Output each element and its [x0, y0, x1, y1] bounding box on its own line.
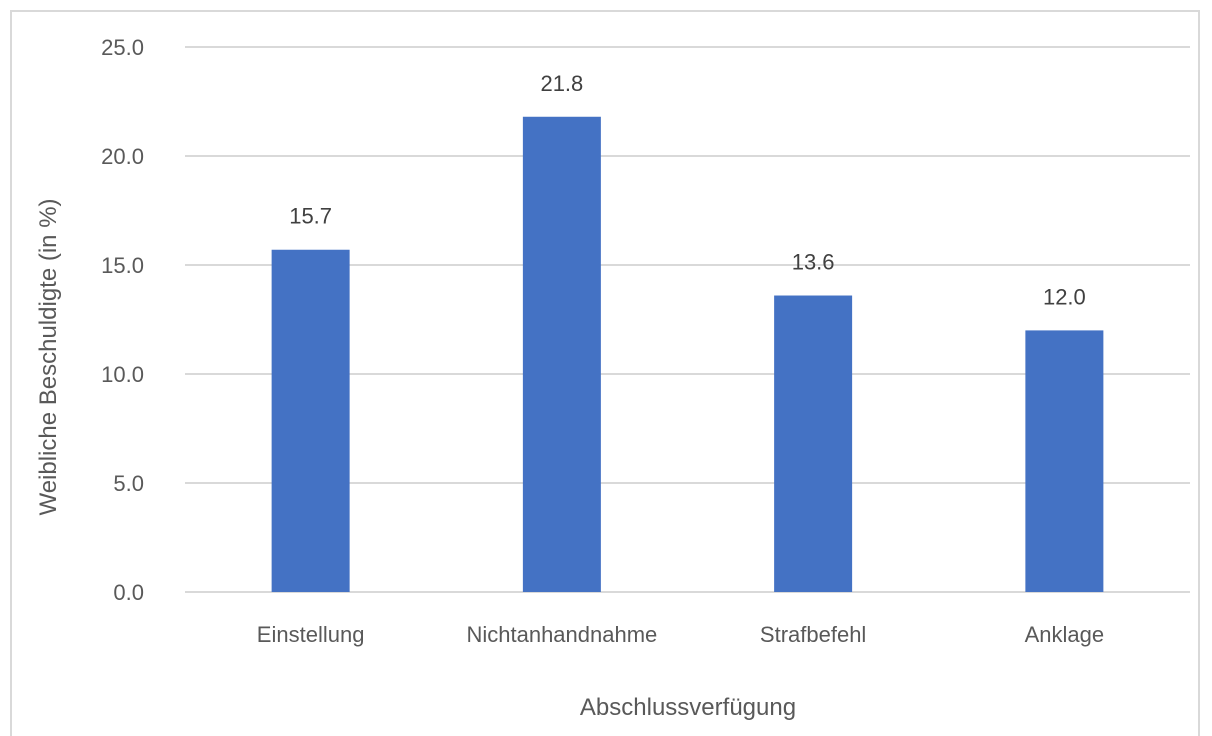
y-tick-label: 20.0: [101, 144, 144, 169]
x-axis-title: Abschlussverfügung: [580, 694, 796, 721]
x-tick-label: Anklage: [1025, 622, 1105, 647]
y-tick-label: 15.0: [101, 253, 144, 278]
y-tick-label: 0.0: [113, 580, 144, 605]
data-label: 15.7: [289, 204, 332, 229]
bar-anklage: [1025, 330, 1104, 592]
chart-frame: [10, 10, 1200, 736]
data-label: 12.0: [1043, 284, 1086, 309]
bar-nichtanhandnahme: [522, 116, 601, 592]
gridlines: [185, 46, 1190, 593]
x-tick-label: Nichtanhandnahme: [466, 622, 657, 647]
y-tick-label: 25.0: [101, 35, 144, 60]
data-label: 21.8: [540, 71, 583, 96]
y-axis-title: Weibliche Beschuldigte (in %): [35, 198, 62, 515]
x-axis-ticks: Einstellung Nichtanhandnahme Strafbefehl An…: [257, 622, 1104, 647]
data-labels: 15.7 21.8 13.6 12.0: [289, 71, 1086, 310]
x-tick-label: Einstellung: [257, 622, 365, 647]
x-tick-label: Strafbefehl: [760, 622, 866, 647]
bar-einstellung: [271, 249, 350, 593]
y-axis-ticks: 0.0 5.0 10.0 15.0 20.0 25.0: [101, 35, 144, 605]
y-tick-label: 10.0: [101, 362, 144, 387]
data-label: 13.6: [792, 250, 835, 275]
y-tick-label: 5.0: [113, 471, 144, 496]
bars: [271, 116, 1104, 593]
bar-strafbefehl: [774, 295, 853, 592]
